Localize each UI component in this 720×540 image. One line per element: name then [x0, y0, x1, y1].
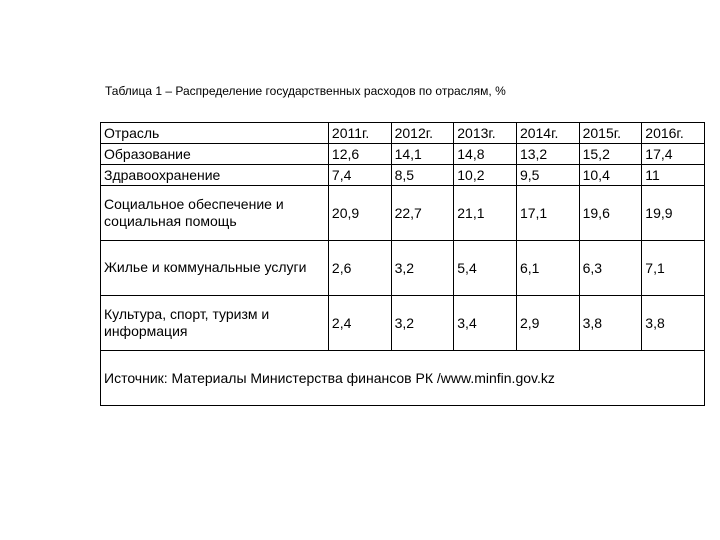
cell-value: 7,4 [328, 165, 391, 186]
cell-value: 20,9 [328, 186, 391, 241]
cell-value: 14,1 [391, 144, 454, 165]
cell-value: 8,5 [391, 165, 454, 186]
col-header-year: 2013г. [454, 123, 517, 144]
col-header-year: 2011г. [328, 123, 391, 144]
expenditure-table: Отрасль 2011г. 2012г. 2013г. 2014г. 2015… [100, 122, 705, 406]
table-row: Здравоохранение 7,4 8,5 10,2 9,5 10,4 11 [101, 165, 705, 186]
cell-value: 11 [642, 165, 705, 186]
cell-value: 2,9 [516, 296, 579, 351]
col-header-label: Отрасль [101, 123, 329, 144]
row-label: Образование [101, 144, 329, 165]
cell-value: 17,4 [642, 144, 705, 165]
cell-value: 19,9 [642, 186, 705, 241]
col-header-year: 2016г. [642, 123, 705, 144]
table-body: Образование 12,6 14,1 14,8 13,2 15,2 17,… [101, 144, 705, 406]
cell-value: 3,8 [642, 296, 705, 351]
cell-value: 15,2 [579, 144, 642, 165]
cell-value: 21,1 [454, 186, 517, 241]
table-caption: Таблица 1 – Распределение государственны… [0, 0, 720, 98]
cell-value: 3,2 [391, 241, 454, 296]
table-header-row: Отрасль 2011г. 2012г. 2013г. 2014г. 2015… [101, 123, 705, 144]
cell-value: 10,2 [454, 165, 517, 186]
cell-value: 6,3 [579, 241, 642, 296]
cell-value: 3,2 [391, 296, 454, 351]
col-header-year: 2012г. [391, 123, 454, 144]
cell-value: 2,6 [328, 241, 391, 296]
cell-value: 9,5 [516, 165, 579, 186]
cell-value: 6,1 [516, 241, 579, 296]
table-row: Социальное обеспечение и социальная помо… [101, 186, 705, 241]
cell-value: 10,4 [579, 165, 642, 186]
cell-value: 2,4 [328, 296, 391, 351]
row-label: Жилье и коммунальные услуги [101, 241, 329, 296]
table-source-row: Источник: Материалы Министерства финансо… [101, 351, 705, 406]
cell-value: 14,8 [454, 144, 517, 165]
row-label: Социальное обеспечение и социальная помо… [101, 186, 329, 241]
cell-value: 12,6 [328, 144, 391, 165]
table-row: Культура, спорт, туризм и информация 2,4… [101, 296, 705, 351]
table-row: Жилье и коммунальные услуги 2,6 3,2 5,4 … [101, 241, 705, 296]
row-label: Культура, спорт, туризм и информация [101, 296, 329, 351]
source-note: Источник: Материалы Министерства финансо… [101, 351, 705, 406]
cell-value: 5,4 [454, 241, 517, 296]
col-header-year: 2015г. [579, 123, 642, 144]
cell-value: 7,1 [642, 241, 705, 296]
cell-value: 19,6 [579, 186, 642, 241]
cell-value: 13,2 [516, 144, 579, 165]
cell-value: 3,4 [454, 296, 517, 351]
row-label: Здравоохранение [101, 165, 329, 186]
cell-value: 17,1 [516, 186, 579, 241]
cell-value: 22,7 [391, 186, 454, 241]
page: Таблица 1 – Распределение государственны… [0, 0, 720, 540]
cell-value: 3,8 [579, 296, 642, 351]
table-row: Образование 12,6 14,1 14,8 13,2 15,2 17,… [101, 144, 705, 165]
col-header-year: 2014г. [516, 123, 579, 144]
